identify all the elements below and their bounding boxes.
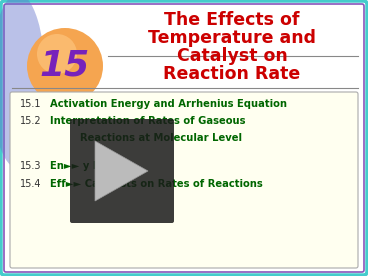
Polygon shape <box>95 141 148 201</box>
Ellipse shape <box>0 0 46 169</box>
FancyBboxPatch shape <box>10 92 358 268</box>
Text: Activation Energy and Arrhenius Equation: Activation Energy and Arrhenius Equation <box>50 99 287 109</box>
FancyBboxPatch shape <box>70 119 174 223</box>
Text: Eff►► Catalysts on Rates of Reactions: Eff►► Catalysts on Rates of Reactions <box>50 179 263 189</box>
Text: 15.1: 15.1 <box>20 99 42 109</box>
Text: Temperature and: Temperature and <box>148 29 316 47</box>
Text: Reaction Rate: Reaction Rate <box>163 65 301 83</box>
Circle shape <box>37 34 77 74</box>
Text: En►► y Profiles: En►► y Profiles <box>50 161 136 171</box>
Text: The Effects of: The Effects of <box>164 11 300 29</box>
Text: Catalyst on: Catalyst on <box>177 47 287 65</box>
Text: 15.3: 15.3 <box>20 161 42 171</box>
Text: 15.2: 15.2 <box>20 116 42 126</box>
Text: 15: 15 <box>40 49 90 83</box>
Text: Reactions at Molecular Level: Reactions at Molecular Level <box>80 133 242 143</box>
Text: 15.4: 15.4 <box>20 179 42 189</box>
Text: Interpretation of Rates of Gaseous: Interpretation of Rates of Gaseous <box>50 116 245 126</box>
Circle shape <box>27 28 103 104</box>
